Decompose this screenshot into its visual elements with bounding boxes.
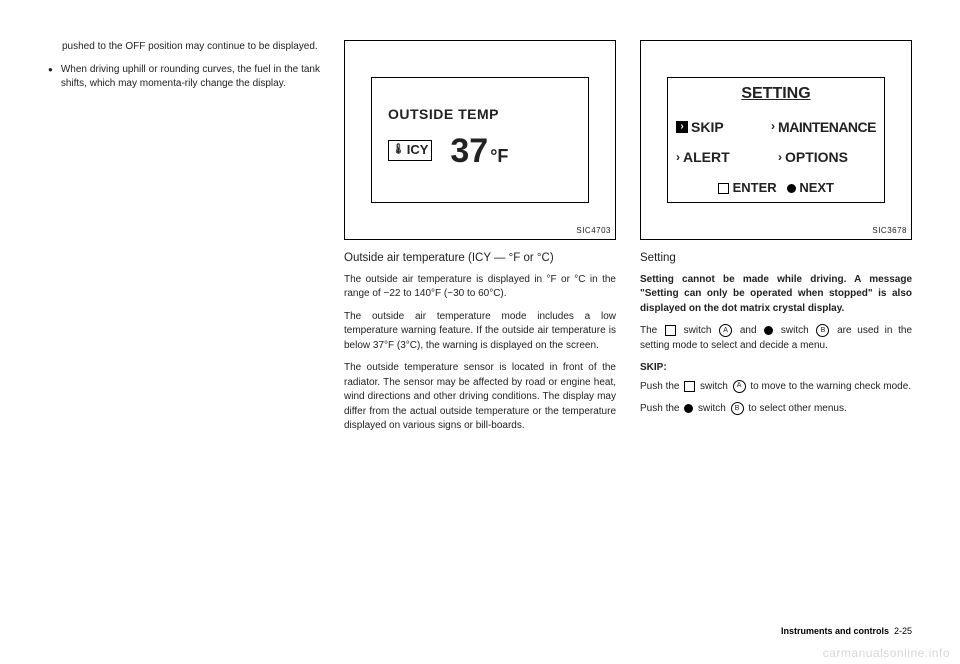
thermometer-icon: 🌡 <box>392 143 405 158</box>
chevron-active-icon: › <box>676 121 688 133</box>
label-a-icon: A <box>719 324 732 337</box>
label-a-icon: A <box>733 380 746 393</box>
figure-outside-temp: OUTSIDE TEMP 🌡 ICY 37 °F SIC4703 <box>344 40 616 240</box>
page-footer: Instruments and controls 2-25 <box>781 626 912 636</box>
chevron-icon: › <box>771 118 775 135</box>
temp-value: 37 <box>450 127 488 176</box>
label-b-icon: B <box>731 402 744 415</box>
footer-page: 2-25 <box>894 626 912 636</box>
body-text: The outside air temperature mode include… <box>344 310 616 354</box>
body-text: The switch A and switch B are used in th… <box>640 324 912 353</box>
circle-icon <box>684 404 693 413</box>
warning-text: Setting cannot be made while driving. A … <box>640 273 912 317</box>
square-icon <box>684 381 695 392</box>
bullet-item: ● When driving uphill or rounding curves… <box>48 63 320 92</box>
figure-code: SIC4703 <box>576 225 611 237</box>
body-text: Push the switch B to select other menus. <box>640 402 912 417</box>
next-label: NEXT <box>799 180 834 195</box>
square-icon <box>718 183 729 194</box>
column-3: SETTING › SKIP › MAINTENANCE › ALERT <box>640 40 912 442</box>
circle-icon <box>764 326 773 335</box>
skip-heading: SKIP: <box>640 361 912 376</box>
chevron-icon: › <box>676 149 680 166</box>
display-screen: SETTING › SKIP › MAINTENANCE › ALERT <box>667 77 885 203</box>
enter-label: ENTER <box>733 180 777 195</box>
setting-title: SETTING <box>676 82 876 105</box>
body-text: The outside air temperature is displayed… <box>344 273 616 302</box>
watermark: carmanualsonline.info <box>823 646 950 660</box>
icy-badge: 🌡 ICY <box>388 140 432 161</box>
label-b-icon: B <box>816 324 829 337</box>
menu-alert: ALERT <box>683 147 730 167</box>
bullet-text: When driving uphill or rounding curves, … <box>61 63 320 92</box>
menu-options: OPTIONS <box>785 147 848 167</box>
body-text: Push the switch A to move to the warning… <box>640 380 912 395</box>
outside-temp-label: OUTSIDE TEMP <box>388 104 578 124</box>
section-heading: Setting <box>640 250 912 267</box>
menu-skip: SKIP <box>691 117 724 137</box>
menu-maintenance: MAINTENANCE <box>778 117 876 137</box>
temp-unit: °F <box>490 143 508 169</box>
chevron-icon: › <box>778 149 782 166</box>
continued-text: pushed to the OFF position may continue … <box>48 40 320 55</box>
display-screen: OUTSIDE TEMP 🌡 ICY 37 °F <box>371 77 589 203</box>
section-heading: Outside air temperature (ICY — °F or °C) <box>344 250 616 267</box>
figure-code: SIC3678 <box>872 225 907 237</box>
circle-icon <box>787 184 796 193</box>
column-1: pushed to the OFF position may continue … <box>48 40 320 442</box>
icy-text: ICY <box>407 141 429 160</box>
figure-setting-menu: SETTING › SKIP › MAINTENANCE › ALERT <box>640 40 912 240</box>
column-2: OUTSIDE TEMP 🌡 ICY 37 °F SIC4703 Outside… <box>344 40 616 442</box>
bullet-dot: ● <box>48 63 53 92</box>
body-text: The outside temperature sensor is locate… <box>344 361 616 434</box>
square-icon <box>665 325 676 336</box>
footer-section: Instruments and controls <box>781 626 889 636</box>
